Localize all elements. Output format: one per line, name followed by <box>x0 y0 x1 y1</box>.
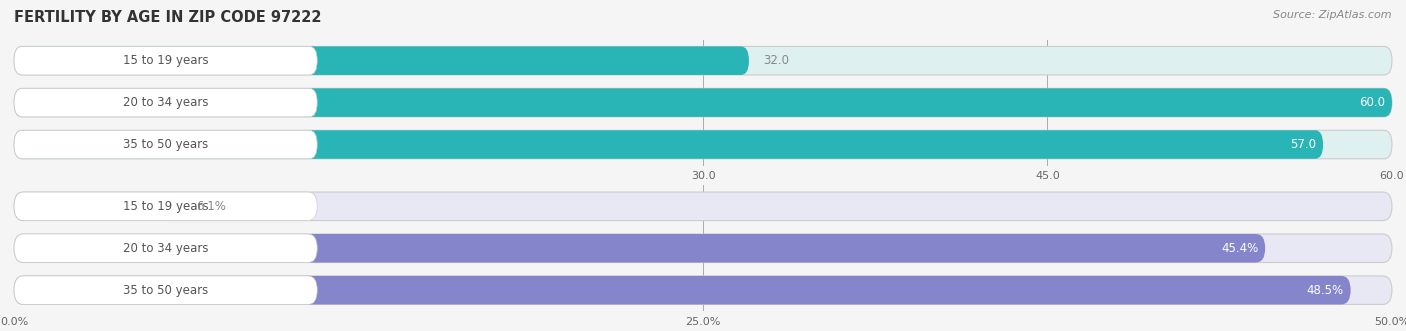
Text: 35 to 50 years: 35 to 50 years <box>122 138 208 151</box>
Text: 15 to 19 years: 15 to 19 years <box>122 54 208 67</box>
FancyBboxPatch shape <box>14 234 1265 262</box>
FancyBboxPatch shape <box>14 276 318 305</box>
FancyBboxPatch shape <box>14 46 749 75</box>
Text: 48.5%: 48.5% <box>1306 284 1344 297</box>
FancyBboxPatch shape <box>14 234 318 262</box>
FancyBboxPatch shape <box>14 88 318 117</box>
FancyBboxPatch shape <box>14 192 183 220</box>
FancyBboxPatch shape <box>14 130 1323 159</box>
FancyBboxPatch shape <box>14 192 1392 220</box>
FancyBboxPatch shape <box>14 130 318 159</box>
Text: 15 to 19 years: 15 to 19 years <box>122 200 208 213</box>
Text: Source: ZipAtlas.com: Source: ZipAtlas.com <box>1274 10 1392 20</box>
FancyBboxPatch shape <box>14 192 318 220</box>
Text: FERTILITY BY AGE IN ZIP CODE 97222: FERTILITY BY AGE IN ZIP CODE 97222 <box>14 10 322 25</box>
Text: 60.0: 60.0 <box>1360 96 1385 109</box>
FancyBboxPatch shape <box>14 234 1392 262</box>
Text: 32.0: 32.0 <box>762 54 789 67</box>
Text: 20 to 34 years: 20 to 34 years <box>122 242 208 255</box>
FancyBboxPatch shape <box>14 130 1392 159</box>
FancyBboxPatch shape <box>14 88 1392 117</box>
Text: 6.1%: 6.1% <box>195 200 226 213</box>
Text: 35 to 50 years: 35 to 50 years <box>122 284 208 297</box>
FancyBboxPatch shape <box>14 88 1392 117</box>
FancyBboxPatch shape <box>14 46 1392 75</box>
Text: 57.0: 57.0 <box>1291 138 1316 151</box>
Text: 45.4%: 45.4% <box>1220 242 1258 255</box>
FancyBboxPatch shape <box>14 276 1351 305</box>
FancyBboxPatch shape <box>14 46 318 75</box>
Text: 20 to 34 years: 20 to 34 years <box>122 96 208 109</box>
FancyBboxPatch shape <box>14 276 1392 305</box>
